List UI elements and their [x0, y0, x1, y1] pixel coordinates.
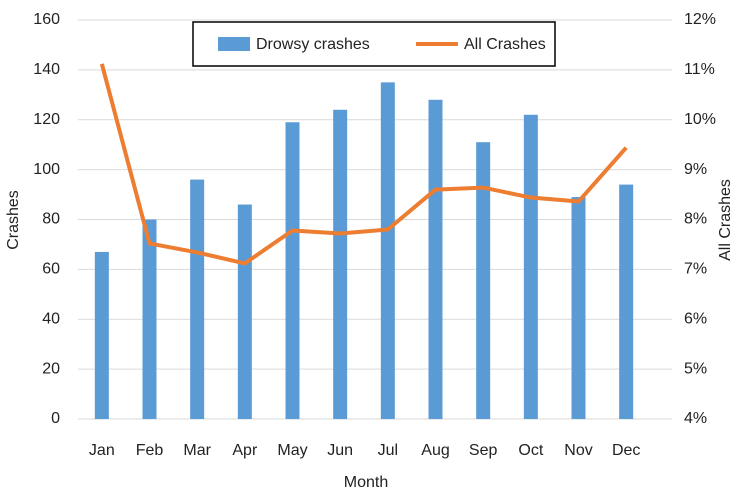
y2-tick-label: 7% [684, 261, 707, 278]
bar [476, 142, 491, 419]
y2-tick-label: 11% [684, 61, 715, 78]
bar [523, 114, 538, 419]
x-tick-label: Jan [89, 442, 115, 459]
x-tick-label: May [277, 442, 307, 459]
bar [237, 204, 252, 419]
legend-label: All Crashes [464, 36, 546, 53]
y2-tick-label: 9% [684, 161, 707, 178]
y-tick-label: 20 [42, 360, 60, 377]
bar [619, 184, 634, 419]
x-tick-label: Aug [421, 442, 449, 459]
y2-tick-label: 5% [684, 360, 707, 377]
y2-tick-label: 12% [684, 11, 716, 28]
y-tick-label: 160 [33, 11, 60, 28]
bar [190, 179, 205, 419]
y-tick-label: 120 [33, 111, 60, 128]
bar [380, 82, 395, 419]
bar [94, 251, 109, 419]
legend-box [192, 21, 556, 67]
x-tick-label: Apr [232, 442, 258, 459]
x-tick-label: Mar [183, 442, 211, 459]
y2-tick-label: 10% [684, 111, 716, 128]
line [99, 63, 628, 266]
y-tick-label: 40 [42, 310, 60, 327]
bar [142, 219, 157, 419]
y-tick-label: 60 [42, 261, 60, 278]
y2-tick-label: 4% [684, 410, 707, 427]
x-tick-label: Oct [518, 442, 543, 459]
bar [333, 109, 348, 420]
x-tick-label: Jul [378, 442, 398, 459]
x-tick-label: Sep [469, 442, 498, 459]
y2-tick-label: 6% [684, 310, 707, 327]
x-tick-label: Nov [564, 442, 592, 459]
y-tick-label: 140 [33, 61, 60, 78]
bar [285, 122, 300, 420]
legend-swatch [218, 37, 250, 51]
y2-axis-title: All Crashes [717, 179, 734, 261]
y-tick-label: 0 [51, 410, 60, 427]
y-tick-label: 100 [33, 161, 60, 178]
x-axis-title: Month [344, 474, 388, 491]
bar [571, 197, 586, 419]
x-tick-label: Dec [612, 442, 640, 459]
x-tick-label: Jun [327, 442, 353, 459]
y2-tick-label: 8% [684, 211, 707, 228]
legend-label: Drowsy crashes [256, 36, 370, 53]
bar [428, 99, 443, 420]
y-tick-label: 80 [42, 211, 60, 228]
y-axis-title: Crashes [5, 190, 22, 250]
x-tick-label: Feb [136, 442, 164, 459]
